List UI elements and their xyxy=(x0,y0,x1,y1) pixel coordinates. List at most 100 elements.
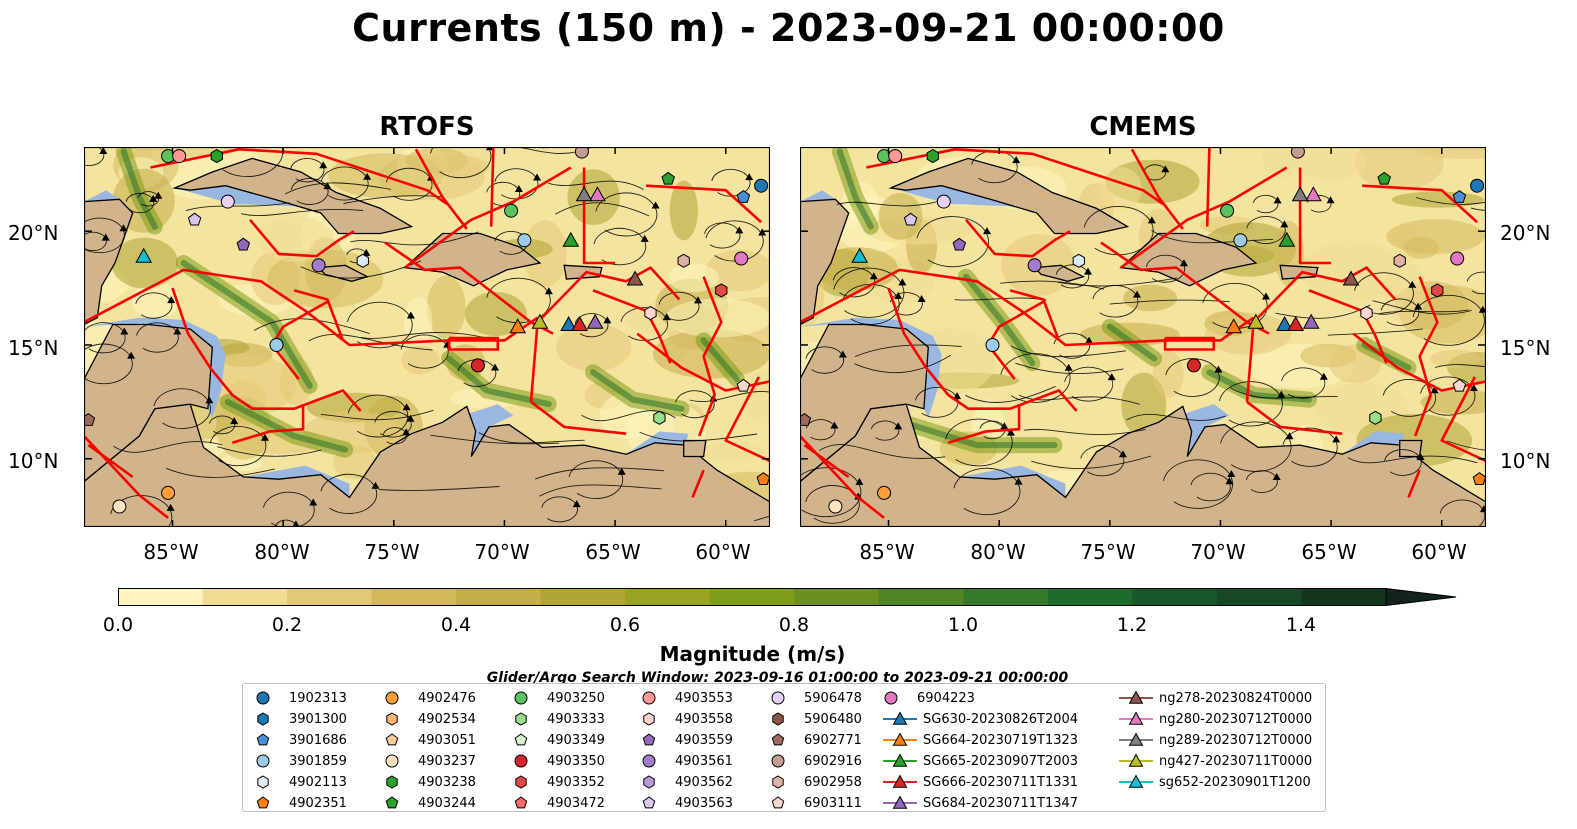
legend-marker-icon xyxy=(883,774,917,788)
legend-label: 4903238 xyxy=(418,774,476,790)
glider-marker-SG664 xyxy=(509,318,527,334)
legend-label: 3901686 xyxy=(289,732,347,748)
argo-float-marker-6904223 xyxy=(734,251,749,266)
lat-label-10n: 10°N xyxy=(8,449,59,473)
legend-marker-icon xyxy=(385,733,399,746)
legend-label: 3901300 xyxy=(289,711,347,727)
glider-marker-ng289 xyxy=(575,186,593,202)
legend-label: 4902113 xyxy=(289,774,347,790)
legend-label: 4903562 xyxy=(675,774,733,790)
legend-label: 4903563 xyxy=(675,795,733,811)
argo-float-marker-3901859 xyxy=(269,338,284,352)
colorbar-tick-1: 0.2 xyxy=(271,614,303,636)
argo-float-marker-6902771 xyxy=(84,412,96,426)
legend-marker-icon xyxy=(1119,690,1153,704)
colorbar-segment xyxy=(456,588,542,606)
argo-float-marker-4902351 xyxy=(1472,472,1486,485)
colorbar-segment xyxy=(794,588,880,606)
argo-float-marker-4903250 xyxy=(504,203,519,218)
argo-float-marker-5906478 xyxy=(936,194,951,209)
legend-label: 6904223 xyxy=(917,690,975,706)
legend-item: 4903333 xyxy=(513,709,605,729)
argo-float-marker-4903350 xyxy=(1186,358,1201,373)
legend-label: 4903237 xyxy=(418,753,476,769)
legend-label: 4903352 xyxy=(547,774,605,790)
argo-float-marker-4903553 xyxy=(888,149,903,164)
argo-float-marker-4903559 xyxy=(236,237,251,251)
legend-item: 4903561 xyxy=(641,751,733,771)
land-hispaniola xyxy=(403,232,542,287)
legend-marker-icon xyxy=(883,753,917,767)
land-yucatan xyxy=(84,147,134,326)
legend-marker-icon xyxy=(884,691,898,705)
legend-item: 3901859 xyxy=(255,751,347,771)
legend-marker-icon xyxy=(883,732,917,746)
glider-marker-SG630 xyxy=(560,315,577,331)
legend-marker-icon xyxy=(514,754,528,768)
colorbar-tick-4: 0.8 xyxy=(778,614,810,636)
argo-float-marker-4903352 xyxy=(715,283,728,298)
legend-marker-icon xyxy=(514,733,528,746)
colorbar-segment xyxy=(118,588,204,606)
legend-label: ng289-20230712T0000 xyxy=(1159,732,1313,748)
lon-label-60w-right: 60°W xyxy=(1411,540,1467,564)
legend-item: 4902113 xyxy=(255,772,347,792)
legend-item: 6902916 xyxy=(770,751,862,771)
legend-marker-icon xyxy=(385,691,399,705)
glider-marker-ng280 xyxy=(589,186,606,202)
lon-label-70w-right: 70°W xyxy=(1190,540,1246,564)
panel-title-cmems: CMEMS xyxy=(1089,112,1197,142)
legend-label: 4903553 xyxy=(675,690,733,706)
land-yucatan xyxy=(800,147,850,326)
argo-float-marker-4902351 xyxy=(756,472,770,485)
lon-label-75w-right: 75°W xyxy=(1080,540,1136,564)
colorbar-segment xyxy=(287,588,373,606)
legend-label: 6902771 xyxy=(804,732,862,748)
argo-float-marker-4903558 xyxy=(1360,306,1373,321)
legend-marker-icon xyxy=(1119,753,1153,767)
lon-label-70w: 70°W xyxy=(474,540,530,564)
legend-item: ng427-20230711T0000 xyxy=(1119,751,1312,771)
glider-marker-SG684 xyxy=(1302,313,1320,329)
colorbar-segment xyxy=(878,588,964,606)
legend-marker-icon xyxy=(642,691,656,705)
colorbar-segment xyxy=(1132,588,1218,606)
legend-marker-icon xyxy=(883,711,917,725)
glider-marker-SG665 xyxy=(1278,231,1296,247)
colorbar-label: Magnitude (m/s) xyxy=(659,642,846,666)
legend-label: 4903349 xyxy=(547,732,605,748)
lon-label-80w: 80°W xyxy=(254,540,310,564)
land-south-america xyxy=(800,403,1486,527)
argo-float-marker-3901686 xyxy=(1452,189,1467,203)
colorbar-segment xyxy=(1301,588,1387,606)
legend-marker-icon xyxy=(385,796,399,809)
argo-float-marker-6902916 xyxy=(574,147,589,159)
argo-float-marker-4903350 xyxy=(470,358,485,373)
argo-float-marker-5906478 xyxy=(220,194,235,209)
legend-item: SG630-20230826T2004 xyxy=(883,709,1078,729)
colorbar-tick-5: 1.0 xyxy=(947,614,979,636)
argo-float-marker-3901859 xyxy=(1233,233,1248,248)
legend-label: SG630-20230826T2004 xyxy=(923,711,1079,727)
colorbar-segment xyxy=(709,588,795,606)
legend-item: 4902351 xyxy=(255,793,347,813)
legend-label: 4903250 xyxy=(547,690,605,706)
legend-marker-icon xyxy=(256,733,270,746)
argo-float-marker-6904223 xyxy=(1450,251,1465,266)
land-central-america xyxy=(800,323,929,483)
legend-item: 5906480 xyxy=(770,709,862,729)
argo-float-marker-4903237 xyxy=(828,499,843,514)
glider-marker-sg652 xyxy=(135,247,153,263)
argo-float-marker-4903553 xyxy=(172,149,187,164)
legend-marker-icon xyxy=(256,754,270,768)
lon-label-80w-right: 80°W xyxy=(970,540,1026,564)
argo-float-marker-3901859 xyxy=(517,233,532,248)
colorbar-segment xyxy=(202,588,288,606)
argo-float-marker-6902958 xyxy=(677,253,690,268)
legend-item: sg652-20230901T1200 xyxy=(1119,772,1311,792)
land-cuba xyxy=(172,157,414,235)
legend-label: 4903333 xyxy=(547,711,605,727)
legend-marker-icon xyxy=(642,796,656,809)
lat-label-20n-right: 20°N xyxy=(1500,221,1551,245)
land-puerto-rico xyxy=(1279,264,1319,280)
